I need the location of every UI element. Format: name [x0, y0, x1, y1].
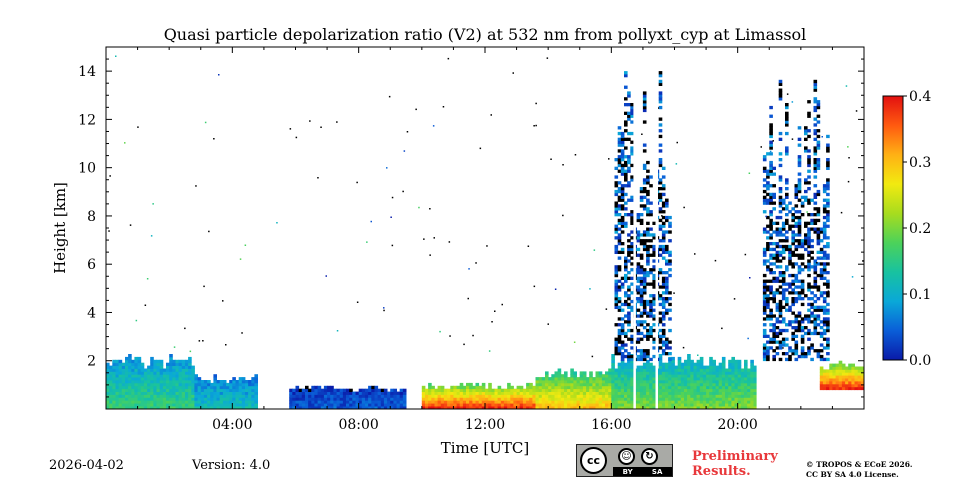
heatmap-region — [421, 382, 536, 409]
colorbar-tick-label: 0.0 — [909, 353, 931, 369]
depol-heatmap — [106, 47, 864, 409]
footer-date: 2026-04-02 — [49, 458, 124, 473]
y-tick-label: 12 — [78, 112, 96, 128]
colorbar: 0.0 0.1 0.2 0.3 0.4 — [882, 89, 931, 369]
heatmap-region — [614, 71, 672, 362]
attribution-person-icon: ☺ — [618, 448, 635, 465]
x-tick-label: 04:00 — [212, 417, 252, 433]
y-tick-label: 14 — [78, 64, 96, 80]
colorbar-tick-label: 0.2 — [909, 221, 931, 237]
colorbar-tick-label: 0.3 — [909, 155, 931, 171]
colorbar-tick-label: 0.1 — [909, 287, 931, 303]
plot-frame — [105, 46, 865, 410]
colorbar-tick-label: 0.4 — [909, 89, 931, 105]
copyright-line-2: CC BY SA 4.0 License. — [806, 470, 899, 479]
y-axis-label: Height [km] — [51, 182, 69, 274]
x-tick-label: 16:00 — [591, 417, 631, 433]
cc-license-badge[interactable]: cc ☺ ↻ BY SA — [576, 444, 673, 477]
heatmap-region — [819, 360, 864, 391]
x-axis: 04:00 08:00 12:00 16:00 20:00 — [105, 47, 865, 433]
copyright-line-1: © TROPOS & ECoE 2026. — [806, 460, 913, 469]
y-axis: 2 4 6 8 10 12 14 — [78, 46, 864, 410]
chart-title: Quasi particle depolarization ratio (V2)… — [163, 25, 807, 44]
heatmap-region — [194, 374, 258, 409]
copyright-note: © TROPOS & ECoE 2026. CC BY SA 4.0 Licen… — [806, 460, 913, 480]
heatmap-region — [106, 354, 195, 409]
x-tick-label: 12:00 — [465, 417, 505, 433]
heatmap-region — [762, 79, 830, 362]
preliminary-line-1: Preliminary — [692, 449, 778, 464]
y-tick-label: 2 — [87, 354, 96, 370]
data-gap — [633, 47, 636, 409]
cc-by-label: BY — [622, 467, 633, 476]
x-tick-label: 08:00 — [338, 417, 378, 433]
heatmap-region — [535, 368, 612, 409]
data-gap — [286, 47, 289, 409]
heatmap-region — [289, 385, 407, 409]
cc-sa-label: SA — [651, 467, 663, 476]
y-tick-label: 10 — [78, 161, 96, 177]
x-axis-label: Time [UTC] — [441, 439, 530, 457]
y-tick-label: 4 — [87, 305, 96, 321]
preliminary-results-note: Preliminary Results. — [692, 449, 778, 479]
heatmap-region — [611, 354, 758, 409]
y-tick-label: 6 — [87, 257, 96, 273]
y-tick-label: 8 — [87, 209, 96, 225]
x-tick-label: 20:00 — [717, 417, 757, 433]
preliminary-line-2: Results. — [692, 464, 751, 479]
colorbar-gradient — [882, 95, 904, 361]
data-gap — [655, 47, 658, 409]
share-alike-icon: ↻ — [641, 448, 658, 465]
noise-specks — [108, 55, 864, 358]
footer-version: Version: 4.0 — [192, 458, 271, 473]
data-gap — [756, 47, 760, 409]
cc-logo-icon: cc — [580, 447, 607, 474]
